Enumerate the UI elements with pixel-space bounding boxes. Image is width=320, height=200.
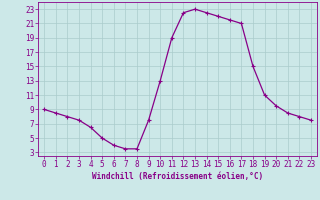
X-axis label: Windchill (Refroidissement éolien,°C): Windchill (Refroidissement éolien,°C) <box>92 172 263 181</box>
